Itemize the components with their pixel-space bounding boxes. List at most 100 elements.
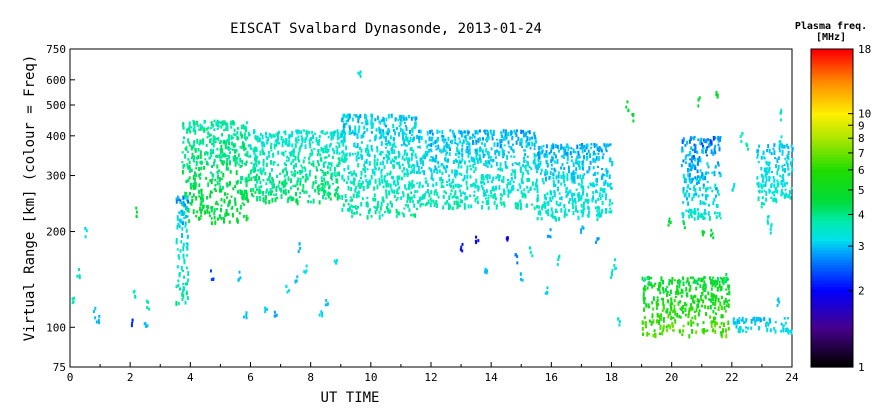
echo-point — [545, 144, 548, 149]
echo-point — [283, 162, 286, 166]
echo-point — [285, 139, 288, 144]
echo-point — [255, 146, 258, 152]
echo-point — [488, 175, 491, 180]
echo-point — [200, 140, 203, 144]
colorbar-strip — [811, 331, 853, 335]
echo-point — [273, 183, 275, 188]
echo-point — [699, 169, 702, 173]
echo-point — [783, 195, 786, 199]
echo-point — [512, 170, 515, 173]
echo-point — [786, 154, 789, 159]
echo-point — [401, 128, 404, 133]
echo-point — [382, 156, 385, 160]
echo-point — [215, 200, 218, 204]
echo-point — [299, 177, 302, 182]
echo-point — [583, 208, 586, 211]
echo-point — [694, 149, 697, 153]
echo-point — [683, 226, 686, 230]
echo-point — [714, 279, 717, 284]
echo-point — [684, 307, 687, 312]
echo-point — [680, 294, 683, 298]
echo-point — [784, 321, 787, 325]
echo-point — [544, 169, 547, 173]
echo-point — [785, 192, 788, 198]
echo-point — [688, 168, 691, 172]
echo-point — [546, 192, 549, 196]
echo-point — [245, 192, 248, 198]
echo-point — [391, 143, 394, 148]
echo-point — [449, 204, 452, 210]
echo-point — [609, 158, 612, 162]
echo-point — [443, 190, 446, 193]
echo-point — [410, 213, 413, 217]
echo-point — [676, 288, 678, 291]
echo-point — [693, 186, 696, 191]
echo-point — [413, 164, 416, 168]
echo-point — [416, 190, 419, 193]
echo-point — [569, 151, 572, 156]
echo-point — [182, 269, 184, 272]
echo-point — [472, 133, 474, 137]
echo-point — [213, 135, 216, 138]
echo-point — [576, 160, 579, 165]
echo-point — [773, 183, 776, 188]
echo-point — [252, 131, 255, 135]
echo-point — [341, 175, 344, 180]
echo-point — [592, 166, 595, 170]
echo-point — [218, 177, 221, 182]
echo-point — [378, 182, 381, 186]
echo-point — [656, 296, 659, 299]
echo-point — [219, 121, 222, 125]
echo-point — [336, 164, 339, 168]
echo-point — [270, 191, 273, 196]
echo-point — [195, 214, 198, 218]
echo-point — [474, 198, 477, 203]
echo-point — [678, 283, 681, 287]
echo-point — [244, 153, 247, 157]
echo-point — [418, 139, 421, 143]
echo-point — [256, 155, 259, 159]
y-tick-label: 400 — [46, 130, 66, 143]
echo-point — [767, 144, 770, 148]
echo-point — [549, 171, 552, 176]
echo-point — [460, 173, 463, 176]
echo-point — [666, 307, 669, 311]
echo-point — [283, 130, 286, 134]
echo-point — [135, 214, 138, 218]
echo-point — [681, 306, 683, 312]
echo-point — [199, 154, 202, 159]
echo-point — [320, 168, 322, 171]
echo-point — [412, 167, 415, 170]
echo-point — [495, 205, 498, 210]
echo-point — [679, 300, 682, 304]
echo-point — [404, 143, 407, 147]
echo-point — [373, 154, 376, 159]
echo-point — [359, 186, 362, 190]
echo-point — [428, 143, 431, 147]
echo-point — [188, 160, 191, 164]
echo-point — [597, 165, 599, 168]
echo-point — [480, 184, 483, 188]
echo-point — [293, 164, 295, 170]
echo-point — [601, 174, 604, 180]
echo-point — [692, 295, 695, 298]
colorbar-tick-label: 5 — [858, 184, 865, 197]
echo-point — [234, 162, 237, 167]
echo-point — [396, 162, 398, 165]
echo-point — [512, 180, 515, 183]
echo-point — [689, 136, 692, 141]
echo-point — [696, 208, 699, 211]
echo-point — [256, 179, 259, 184]
echo-point — [494, 150, 497, 155]
colorbar-strip — [811, 85, 853, 89]
echo-point — [243, 135, 246, 140]
echo-point — [314, 189, 317, 193]
echo-point — [260, 171, 263, 176]
echo-point — [379, 206, 382, 211]
echo-point — [463, 192, 466, 196]
echo-point — [701, 213, 704, 218]
echo-point — [572, 177, 574, 182]
echo-point — [274, 199, 277, 203]
echo-point — [697, 215, 700, 221]
echo-point — [531, 254, 534, 258]
